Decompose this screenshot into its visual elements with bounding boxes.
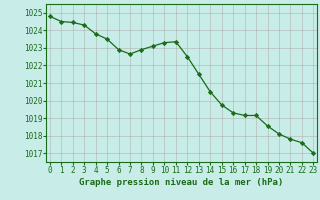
X-axis label: Graphe pression niveau de la mer (hPa): Graphe pression niveau de la mer (hPa)	[79, 178, 284, 187]
